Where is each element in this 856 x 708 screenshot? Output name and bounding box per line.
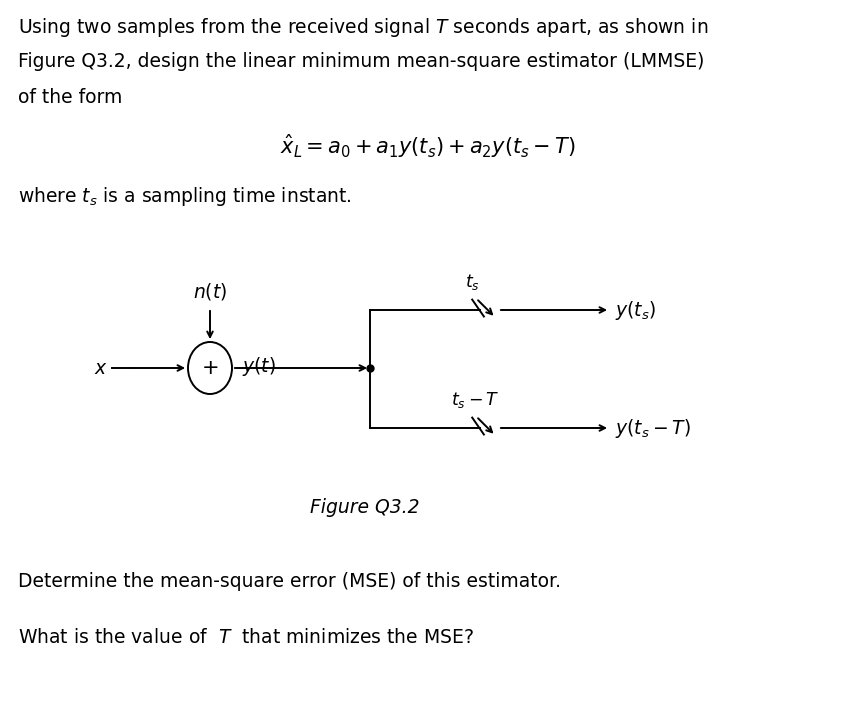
Text: $y(t_s)$: $y(t_s)$ bbox=[615, 299, 657, 321]
Text: Figure Q3.2, design the linear minimum mean-square estimator (LMMSE): Figure Q3.2, design the linear minimum m… bbox=[18, 52, 704, 71]
Text: of the form: of the form bbox=[18, 88, 122, 107]
Text: $y(t)$: $y(t)$ bbox=[242, 355, 276, 377]
Text: Figure Q3.2: Figure Q3.2 bbox=[310, 498, 419, 517]
Text: $x$: $x$ bbox=[94, 358, 108, 377]
Text: $t_s - T$: $t_s - T$ bbox=[450, 390, 499, 410]
Text: What is the value of  $T$  that minimizes the MSE?: What is the value of $T$ that minimizes … bbox=[18, 628, 474, 647]
Text: $t_s$: $t_s$ bbox=[465, 272, 479, 292]
Text: $+$: $+$ bbox=[201, 358, 218, 378]
Text: $n(t)$: $n(t)$ bbox=[193, 281, 227, 302]
Text: where $t_s$ is a sampling time instant.: where $t_s$ is a sampling time instant. bbox=[18, 185, 352, 208]
Text: Using two samples from the received signal $T$ seconds apart, as shown in: Using two samples from the received sign… bbox=[18, 16, 708, 39]
Text: $\hat{x}_L = a_0 + a_1 y(t_s) + a_2 y(t_s - T)$: $\hat{x}_L = a_0 + a_1 y(t_s) + a_2 y(t_… bbox=[280, 132, 576, 159]
Text: $y(t_s - T)$: $y(t_s - T)$ bbox=[615, 416, 691, 440]
Text: Determine the mean-square error (MSE) of this estimator.: Determine the mean-square error (MSE) of… bbox=[18, 572, 561, 591]
